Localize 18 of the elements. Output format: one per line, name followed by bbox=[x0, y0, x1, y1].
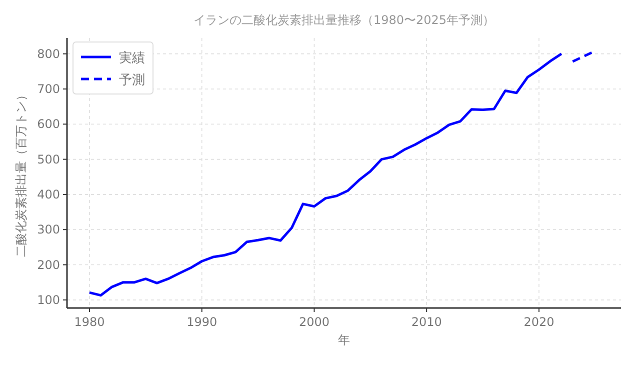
y-tick-label: 200 bbox=[37, 258, 60, 272]
y-tick-label: 800 bbox=[37, 46, 60, 61]
y-axis-title: 二酸化炭素排出量（百万トン） bbox=[14, 89, 28, 257]
y-tick-label: 400 bbox=[37, 187, 60, 202]
chart-title: イランの二酸化炭素排出量推移（1980〜2025年予測） bbox=[193, 13, 495, 27]
y-tick-label: 500 bbox=[37, 152, 60, 166]
y-tick-label: 600 bbox=[37, 117, 60, 132]
y-tick-label: 300 bbox=[37, 222, 60, 237]
x-tick-label: 2000 bbox=[298, 315, 330, 329]
legend-label: 予測 bbox=[119, 73, 145, 88]
y-tick-label: 100 bbox=[37, 292, 60, 307]
x-tick-label: 1990 bbox=[186, 315, 218, 329]
legend-label: 実績 bbox=[119, 50, 145, 66]
x-tick-label: 2020 bbox=[524, 315, 554, 329]
y-tick-label: 700 bbox=[37, 82, 60, 96]
x-tick-label: 2010 bbox=[411, 315, 442, 329]
x-axis-title: 年 bbox=[338, 333, 350, 347]
x-tick-label: 1980 bbox=[74, 315, 105, 329]
